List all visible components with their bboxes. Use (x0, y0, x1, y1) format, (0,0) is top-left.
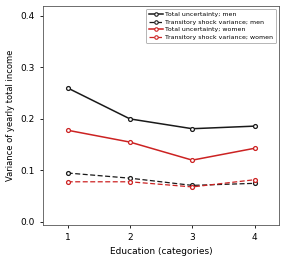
Y-axis label: Variance of yearly total income: Variance of yearly total income (5, 49, 15, 181)
Legend: Total uncertainty; men, Transitory shock variance; men, Total uncertainty; women: Total uncertainty; men, Transitory shock… (146, 9, 276, 43)
X-axis label: Education (categories): Education (categories) (110, 247, 212, 256)
